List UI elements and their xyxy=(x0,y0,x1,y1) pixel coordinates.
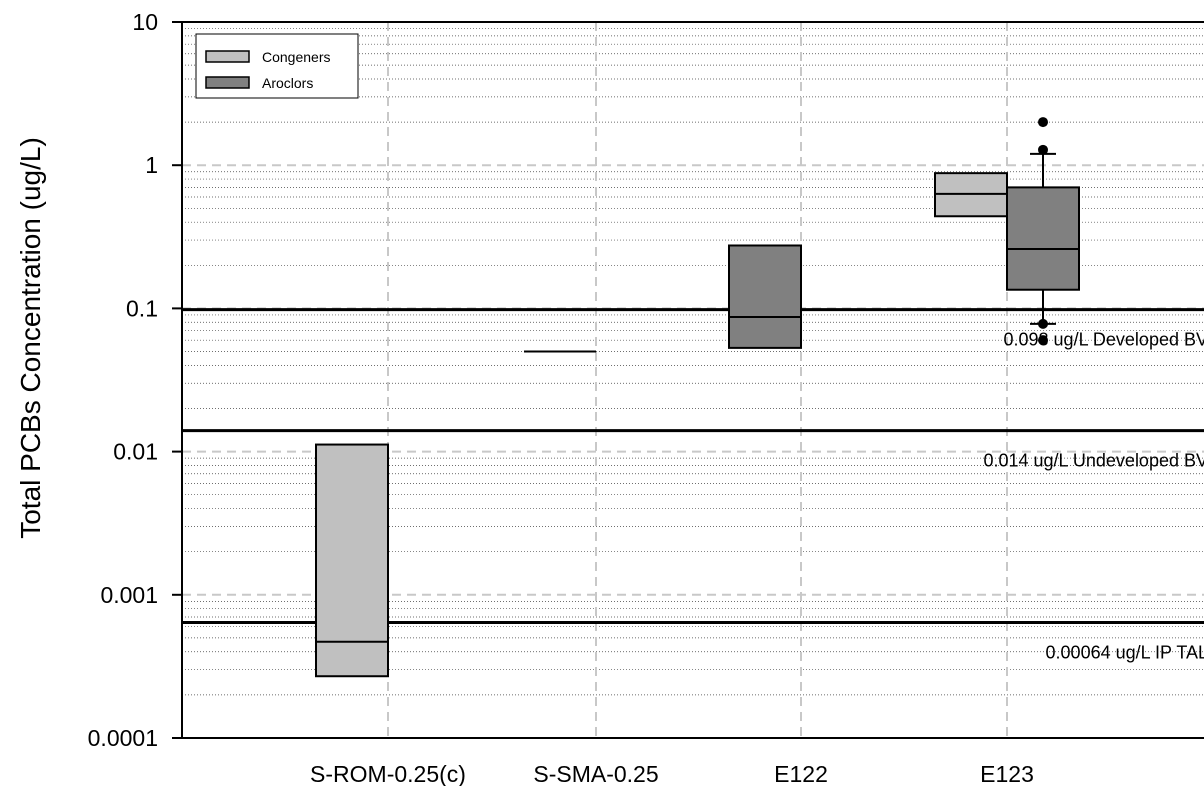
y-tick-label: 0.1 xyxy=(126,295,158,321)
y-tick-label: 0.0001 xyxy=(88,725,158,751)
legend-swatch-aroclors xyxy=(205,76,250,89)
x-tick-label: S-ROM-0.25(c) xyxy=(310,761,466,786)
y-tick-label: 1 xyxy=(145,152,158,178)
y-tick-label: 10 xyxy=(132,9,158,35)
threshold-label: 0.00064 ug/L IP TAL xyxy=(1046,643,1204,663)
y-tick-label: 0.001 xyxy=(100,582,158,608)
threshold-label: 0.098 ug/L Developed BV xyxy=(1004,330,1204,350)
x-tick-label: E123 xyxy=(980,761,1034,786)
legend-label-congeners: Congeners xyxy=(262,49,331,65)
x-tick-label: E122 xyxy=(774,761,828,786)
outlier-point xyxy=(1038,318,1048,329)
box xyxy=(315,443,389,678)
y-axis-title: Total PCBs Concentration (ug/L) xyxy=(15,137,46,539)
x-tick-label: S-SMA-0.25 xyxy=(533,761,658,786)
outlier-point xyxy=(1038,144,1048,155)
outlier-point xyxy=(1038,335,1048,346)
legend-label-aroclors: Aroclors xyxy=(262,75,313,91)
threshold-label: 0.014 ug/L Undeveloped BV xyxy=(983,451,1204,471)
axes: 10 1 0.1 0.01 0.001 0.0001 S-ROM-0.25(c) S-SMA-… xyxy=(88,9,1204,786)
legend: Congeners Aroclors xyxy=(195,33,359,99)
y-tick-label: 0.01 xyxy=(113,439,158,465)
outlier-point xyxy=(1038,117,1048,128)
box xyxy=(728,244,802,349)
box xyxy=(1006,186,1080,291)
legend-swatch-congeners xyxy=(205,50,250,63)
boxes xyxy=(315,117,1080,678)
